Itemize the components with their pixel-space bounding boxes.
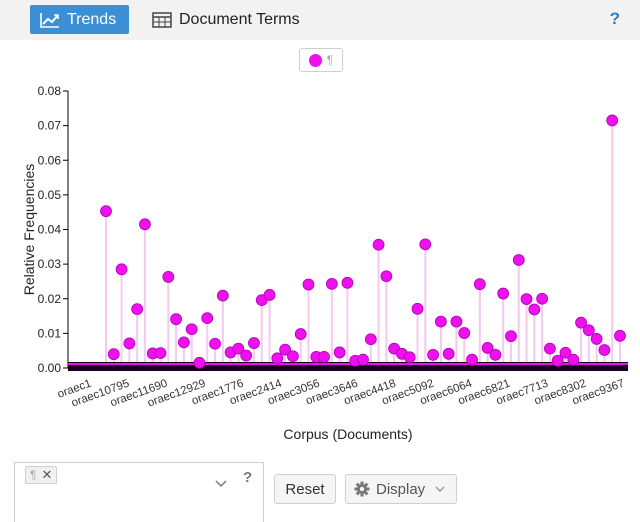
table-icon	[152, 11, 172, 28]
data-point[interactable]	[287, 350, 299, 363]
data-point[interactable]	[170, 313, 182, 326]
y-tick-label: 0.08	[38, 84, 62, 98]
data-point[interactable]	[193, 356, 206, 369]
tab-trends[interactable]: Trends	[30, 5, 129, 34]
help-icon[interactable]: ?	[609, 9, 620, 28]
data-point[interactable]	[100, 205, 112, 218]
trend-chart: 0.000.010.020.030.040.050.060.070.08orae…	[21, 84, 628, 442]
data-point[interactable]	[216, 289, 229, 302]
data-point[interactable]	[512, 254, 525, 266]
y-tick-label: 0.03	[38, 257, 62, 271]
y-tick-label: 0.02	[38, 292, 62, 306]
remove-tag-icon[interactable]: ✕	[41, 467, 53, 482]
data-point[interactable]	[333, 346, 346, 359]
data-point[interactable]	[364, 333, 377, 346]
data-point[interactable]	[606, 114, 619, 127]
data-point[interactable]	[442, 347, 455, 360]
y-tick-label: 0.01	[38, 326, 62, 340]
data-point[interactable]	[559, 346, 572, 359]
data-point[interactable]	[536, 292, 549, 305]
data-point[interactable]	[458, 327, 471, 339]
data-point[interactable]	[598, 344, 611, 356]
data-point[interactable]	[325, 277, 338, 290]
data-point[interactable]	[154, 347, 167, 360]
term-tag[interactable]: ¶ ✕	[25, 466, 58, 484]
data-point[interactable]	[380, 270, 393, 283]
filter-help-icon[interactable]: ?	[243, 469, 253, 486]
tab-document-terms[interactable]: Document Terms	[152, 5, 300, 34]
caret-down-icon	[435, 486, 445, 492]
data-point[interactable]	[162, 271, 175, 283]
data-point[interactable]	[403, 351, 416, 364]
data-point[interactable]	[115, 263, 128, 276]
data-point[interactable]	[294, 328, 307, 340]
chevron-down-icon[interactable]	[215, 480, 227, 488]
data-point[interactable]	[209, 337, 221, 350]
term-tag-label: ¶	[30, 468, 37, 482]
data-point[interactable]	[567, 353, 580, 366]
data-point[interactable]	[582, 324, 595, 337]
data-point[interactable]	[528, 303, 541, 316]
data-point[interactable]	[372, 238, 385, 251]
display-button[interactable]: Display	[345, 474, 457, 504]
data-point[interactable]	[240, 349, 253, 362]
data-point[interactable]	[497, 287, 510, 300]
data-point[interactable]	[575, 316, 587, 329]
display-button-label: Display	[376, 480, 426, 498]
data-point[interactable]	[551, 354, 564, 367]
data-point[interactable]	[419, 238, 432, 251]
data-point[interactable]	[466, 353, 478, 366]
data-point[interactable]	[185, 323, 198, 336]
data-point[interactable]	[357, 353, 369, 366]
term-filter-box[interactable]: ¶ ✕	[14, 462, 264, 522]
data-point[interactable]	[201, 312, 214, 325]
baseline-strip	[68, 362, 628, 371]
data-point[interactable]	[107, 348, 120, 361]
data-point[interactable]	[248, 337, 260, 349]
data-point[interactable]	[279, 343, 292, 356]
data-point[interactable]	[520, 293, 533, 305]
data-point[interactable]	[139, 218, 151, 231]
gear-icon	[354, 481, 370, 497]
y-tick-label: 0.05	[38, 188, 62, 202]
toolbar: Trends Document Terms ?	[0, 0, 640, 40]
data-point[interactable]	[489, 348, 502, 361]
data-point[interactable]	[614, 329, 626, 342]
legend-marker	[308, 53, 322, 67]
data-point[interactable]	[123, 337, 136, 350]
chart-legend[interactable]: ¶	[299, 48, 343, 72]
data-point[interactable]	[481, 342, 494, 354]
data-point[interactable]	[450, 315, 463, 328]
data-point[interactable]	[177, 336, 190, 349]
data-point[interactable]	[131, 303, 144, 316]
y-axis-title: Relative Frequencies	[21, 164, 37, 296]
tab-document-terms-label: Document Terms	[179, 10, 300, 28]
y-tick-label: 0.07	[38, 119, 62, 133]
data-point[interactable]	[341, 276, 354, 289]
legend-label: ¶	[326, 53, 334, 67]
tab-trends-label: Trends	[67, 10, 117, 28]
data-point[interactable]	[544, 342, 556, 355]
y-tick-label: 0.06	[38, 153, 62, 167]
x-axis-title: Corpus (Documents)	[283, 426, 412, 442]
data-point[interactable]	[302, 278, 315, 291]
y-tick-label: 0.04	[38, 223, 62, 237]
y-tick-label: 0.00	[38, 361, 62, 375]
data-point[interactable]	[473, 278, 486, 291]
data-point[interactable]	[590, 333, 603, 345]
data-point[interactable]	[318, 351, 330, 363]
data-point[interactable]	[271, 352, 284, 365]
data-point[interactable]	[232, 342, 245, 355]
data-point[interactable]	[505, 330, 517, 343]
data-point[interactable]	[263, 289, 276, 301]
data-point[interactable]	[427, 348, 439, 361]
data-point[interactable]	[411, 302, 424, 315]
data-point[interactable]	[434, 315, 447, 328]
reset-button[interactable]: Reset	[274, 474, 336, 504]
line-chart-icon	[40, 12, 59, 28]
